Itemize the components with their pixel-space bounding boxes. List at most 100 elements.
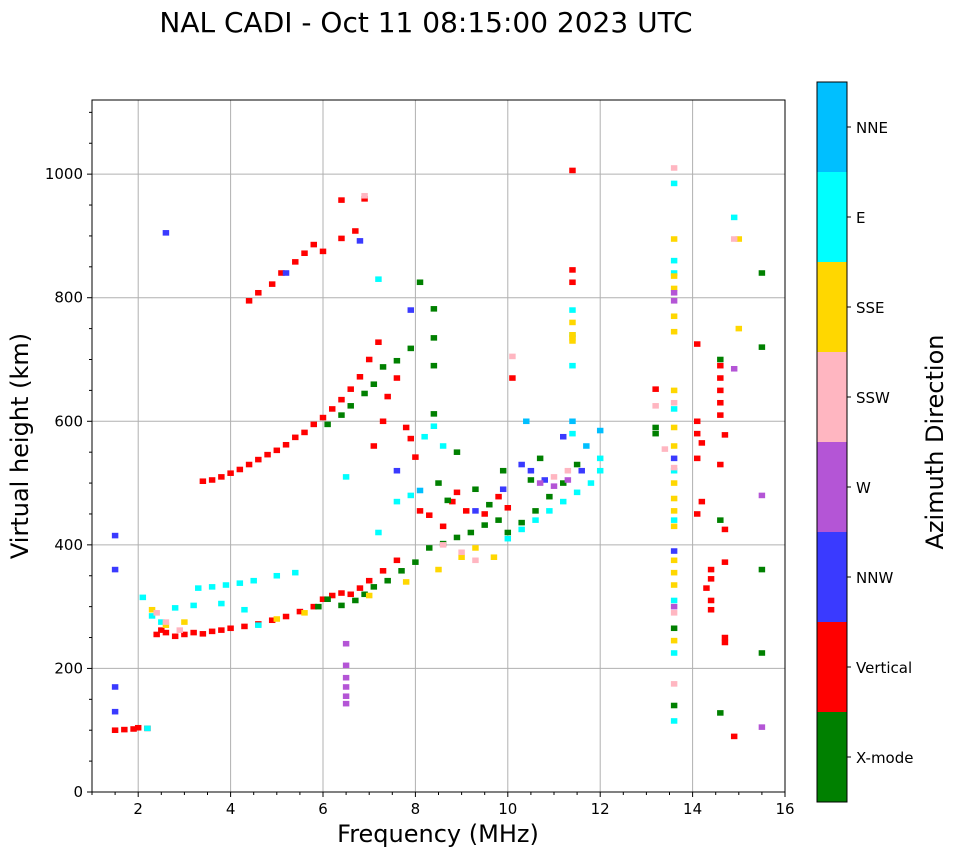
data-point xyxy=(379,568,387,574)
data-point xyxy=(278,270,285,276)
data-point xyxy=(523,418,530,425)
data-point xyxy=(430,411,438,417)
data-point xyxy=(693,455,701,462)
data-point xyxy=(181,631,188,638)
series-nnw xyxy=(111,230,678,715)
y-tick-label: 400 xyxy=(54,536,83,554)
colorbar-label: Azimuth Direction xyxy=(921,335,949,550)
data-point xyxy=(190,602,197,609)
data-point xyxy=(573,489,581,496)
data-point xyxy=(365,592,373,599)
data-point xyxy=(652,386,659,392)
data-point xyxy=(518,519,525,526)
data-point xyxy=(670,681,678,687)
data-point xyxy=(435,480,442,486)
data-point xyxy=(435,566,442,573)
data-point xyxy=(670,443,678,449)
data-point xyxy=(578,467,585,474)
series-e xyxy=(139,180,738,732)
data-point xyxy=(148,606,156,613)
data-point xyxy=(670,298,678,304)
data-point xyxy=(324,596,331,603)
data-point xyxy=(670,508,678,514)
data-point xyxy=(550,474,558,480)
data-points xyxy=(111,165,766,740)
data-point xyxy=(670,236,678,242)
data-point xyxy=(596,455,604,462)
data-point xyxy=(707,566,715,573)
data-point xyxy=(453,449,461,455)
data-point xyxy=(329,406,336,412)
data-point xyxy=(587,480,595,486)
data-point xyxy=(670,399,678,406)
data-point xyxy=(361,192,368,199)
data-point xyxy=(670,569,678,576)
data-point xyxy=(527,477,535,483)
data-point xyxy=(717,461,724,468)
data-point xyxy=(569,319,576,326)
data-point xyxy=(717,412,724,418)
x-tick-label: 8 xyxy=(411,800,421,818)
data-point xyxy=(393,557,401,564)
x-tick-label: 6 xyxy=(318,800,328,818)
data-point xyxy=(532,517,539,523)
data-point xyxy=(569,307,576,313)
data-point xyxy=(139,594,147,601)
data-point xyxy=(162,230,170,236)
x-tick-label: 4 xyxy=(226,800,236,818)
data-point xyxy=(352,597,359,604)
data-point xyxy=(310,603,317,610)
grid-lines xyxy=(92,100,785,792)
data-point xyxy=(356,585,364,591)
data-point xyxy=(472,557,479,564)
data-point xyxy=(319,248,327,255)
data-point xyxy=(670,464,678,471)
data-point xyxy=(670,406,678,412)
data-point xyxy=(375,276,382,282)
data-point xyxy=(481,522,488,528)
data-point xyxy=(670,424,678,431)
data-point xyxy=(735,325,743,332)
data-point xyxy=(670,467,678,474)
data-point xyxy=(347,403,354,409)
data-point xyxy=(596,467,604,474)
data-point xyxy=(370,443,378,449)
data-point xyxy=(536,480,544,486)
series-vertical xyxy=(111,167,738,740)
data-point xyxy=(652,424,659,431)
series-nne xyxy=(416,418,604,494)
data-point xyxy=(208,584,216,590)
data-point xyxy=(282,613,290,620)
data-point xyxy=(596,427,604,434)
data-point xyxy=(241,606,248,613)
data-point xyxy=(569,335,576,341)
x-tick-label: 12 xyxy=(591,800,610,818)
data-point xyxy=(670,387,678,394)
data-point xyxy=(148,613,156,619)
data-point xyxy=(393,375,401,381)
colorbar-tick-label: SSW xyxy=(856,389,890,407)
y-tick-label: 1000 xyxy=(45,165,83,183)
data-point xyxy=(670,480,678,486)
data-point xyxy=(375,529,382,536)
data-point xyxy=(518,461,525,468)
data-point xyxy=(162,629,170,636)
data-point xyxy=(338,197,345,203)
data-point xyxy=(218,600,225,607)
data-point xyxy=(481,511,488,517)
data-point xyxy=(342,474,350,480)
data-point xyxy=(250,577,257,584)
data-point xyxy=(426,545,433,551)
data-point xyxy=(717,375,724,381)
data-point xyxy=(735,236,743,242)
data-point xyxy=(111,532,119,539)
data-point xyxy=(698,498,706,505)
data-point xyxy=(273,616,281,622)
data-point xyxy=(730,733,738,740)
data-point xyxy=(717,356,724,363)
data-point xyxy=(301,429,308,436)
data-point xyxy=(439,443,447,449)
data-point xyxy=(462,508,470,514)
data-point xyxy=(292,259,299,265)
data-point xyxy=(439,542,447,548)
